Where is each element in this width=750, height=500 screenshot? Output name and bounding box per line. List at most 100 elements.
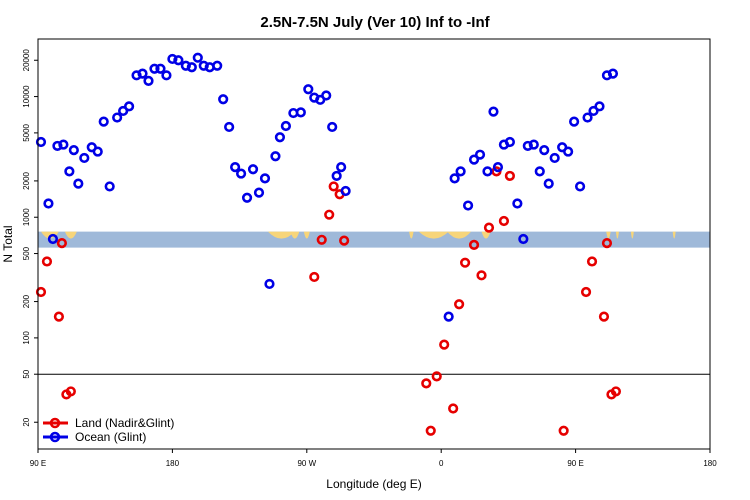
ocean-point-29 xyxy=(212,60,223,71)
land-point-11 xyxy=(339,235,350,246)
ocean-point-56 xyxy=(468,154,480,165)
x-axis-label: Longitude (deg E) xyxy=(326,477,421,491)
ocean-point-38 xyxy=(264,278,275,290)
ocean-point-73 xyxy=(569,116,580,127)
ocean-point-18 xyxy=(143,75,154,86)
ocean-point-64 xyxy=(518,233,529,245)
ocean-point-32 xyxy=(230,162,241,173)
land-point-23 xyxy=(498,215,510,227)
land-point-26 xyxy=(580,286,592,298)
ocean-point-55 xyxy=(462,200,474,211)
ocean-point-76 xyxy=(588,105,599,117)
x-tick-label-1: 180 xyxy=(166,459,180,468)
landmask-land-4 xyxy=(303,231,310,239)
ocean-point-12 xyxy=(104,181,115,192)
ocean-point-58 xyxy=(482,166,493,177)
ocean-point-6 xyxy=(68,145,79,156)
ocean-point-57 xyxy=(474,149,486,160)
y-tick-label-2000: 2000 xyxy=(22,171,31,189)
chart-title: 2.5N-7.5N July (Ver 10) Inf to -Inf xyxy=(260,14,490,31)
ocean-point-63 xyxy=(512,198,523,209)
y-tick-label-50: 50 xyxy=(22,369,31,378)
landmask-land-8 xyxy=(481,231,491,239)
land-point-1 xyxy=(41,256,53,267)
landmask-land-9 xyxy=(606,231,611,239)
ocean-point-54 xyxy=(455,166,466,177)
land-point-16 xyxy=(448,403,459,414)
ocean-point-33 xyxy=(235,168,247,179)
ocean-point-15 xyxy=(123,101,135,112)
ocean-point-62 xyxy=(504,136,515,148)
ocean-point-51 xyxy=(340,185,351,197)
ocean-point-19 xyxy=(149,63,160,74)
land-point-25 xyxy=(558,425,569,436)
landmask-land-1 xyxy=(64,231,77,239)
land-point-12 xyxy=(421,378,432,389)
landmask-land-11 xyxy=(630,231,634,239)
land-point-15 xyxy=(439,339,450,350)
ocean-point-20 xyxy=(155,63,166,74)
land-point-6 xyxy=(309,271,320,283)
y-tick-label-200: 200 xyxy=(22,294,31,308)
land-point-17 xyxy=(454,299,465,310)
ocean-point-65 xyxy=(522,140,533,152)
x-tick-label-5: 180 xyxy=(703,459,717,468)
plot-frame xyxy=(37,38,711,450)
land-point-2 xyxy=(53,311,65,322)
land-point-9 xyxy=(328,181,339,192)
y-tick-label-1000: 1000 xyxy=(22,208,31,226)
legend: Land (Nadir&Glint) Ocean (Glint) xyxy=(43,416,174,444)
ocean-point-27 xyxy=(198,60,209,71)
y-axis-label: N Total xyxy=(1,225,15,262)
landmask-land-12 xyxy=(672,231,676,239)
y-tick-label-5000: 5000 xyxy=(22,123,31,141)
legend-ocean-label: Ocean (Glint) xyxy=(75,430,146,444)
land-point-27 xyxy=(586,256,598,267)
x-tick-label-0: 90 E xyxy=(30,459,46,468)
ocean-point-5 xyxy=(64,166,75,177)
ocean-point-25 xyxy=(186,62,197,73)
y-tick-label-500: 500 xyxy=(22,246,31,260)
ocean-point-36 xyxy=(253,187,265,198)
ocean-point-39 xyxy=(270,151,281,162)
ocean-point-10 xyxy=(92,146,103,157)
ocean-point-70 xyxy=(549,152,560,164)
legend-ocean-marker xyxy=(49,431,61,443)
land-point-14 xyxy=(431,371,442,382)
land-point-7 xyxy=(316,234,327,245)
ocean-point-44 xyxy=(303,84,314,95)
ocean-point-67 xyxy=(534,166,545,177)
legend-land-marker xyxy=(49,417,61,429)
y-tick-label-20000: 20000 xyxy=(22,49,31,72)
x-tick-label-2: 90 W xyxy=(297,459,316,468)
ocean-point-26 xyxy=(192,52,203,63)
ocean-point-74 xyxy=(574,181,586,192)
land-point-28 xyxy=(598,311,610,322)
ocean-point-31 xyxy=(224,121,235,133)
landmask-land-7 xyxy=(447,231,472,239)
ocean-point-7 xyxy=(73,178,84,189)
ocean-point-34 xyxy=(241,192,253,203)
land-point-5 xyxy=(65,386,76,397)
ocean-point-72 xyxy=(563,146,574,157)
ocean-point-30 xyxy=(218,94,229,105)
land-point-8 xyxy=(324,209,335,220)
landmask-land-6 xyxy=(418,231,449,239)
ocean-point-60 xyxy=(492,162,504,173)
ocean-point-0 xyxy=(35,136,47,148)
ocean-point-40 xyxy=(274,132,286,143)
y-tick-label-100: 100 xyxy=(22,331,31,345)
ocean-point-11 xyxy=(98,116,109,127)
plot-area: 20 50 100 200 500 1000 2000 5000 10000 20000 90 E 1… xyxy=(22,49,717,468)
ocean-point-1 xyxy=(43,198,54,209)
land-point-31 xyxy=(610,386,622,397)
ocean-point-35 xyxy=(247,164,259,175)
landmask-land-10 xyxy=(615,231,619,239)
ocean-point-24 xyxy=(180,60,191,71)
x-tick-label-4: 90 E xyxy=(567,459,583,468)
ocean-point-75 xyxy=(582,112,593,123)
ocean-point-37 xyxy=(259,173,271,184)
ocean-point-22 xyxy=(167,53,178,65)
ocean-point-69 xyxy=(543,178,554,189)
landmask-band xyxy=(38,231,710,248)
